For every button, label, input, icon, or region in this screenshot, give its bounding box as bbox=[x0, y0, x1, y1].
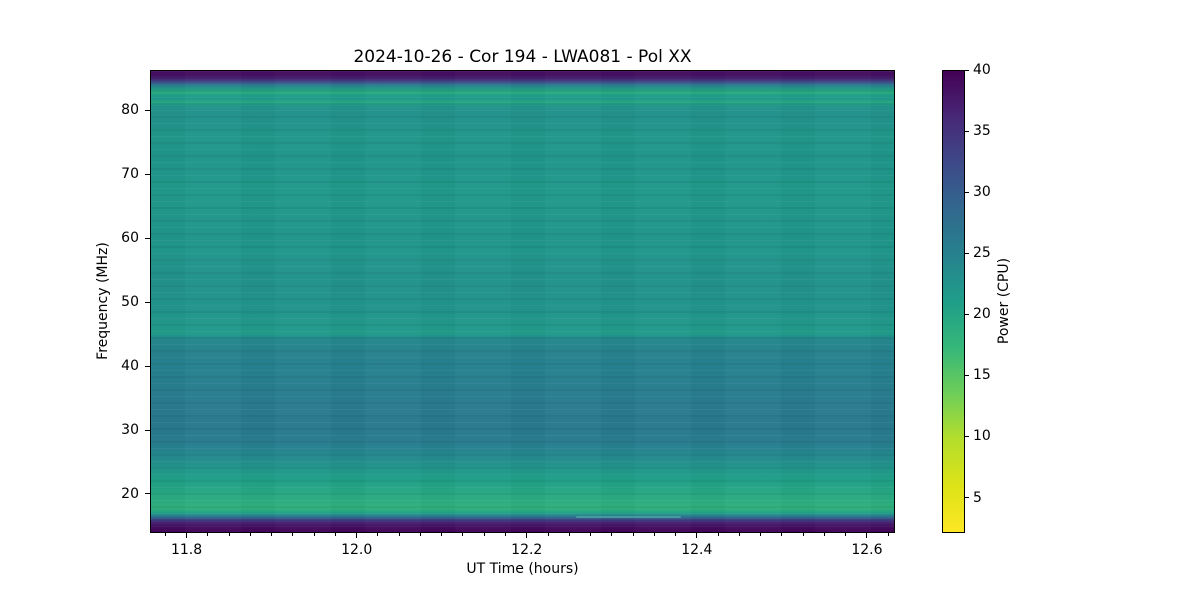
x-minor-tick bbox=[249, 533, 251, 536]
x-tick-label: 12.0 bbox=[341, 542, 373, 558]
colorbar-tick bbox=[965, 69, 969, 71]
x-minor-tick bbox=[334, 533, 336, 536]
colorbar-tick-label: 40 bbox=[973, 62, 991, 78]
y-tick-label: 20 bbox=[121, 485, 139, 502]
x-minor-tick bbox=[760, 533, 762, 536]
x-minor-tick bbox=[547, 533, 549, 536]
x-major-tick bbox=[186, 533, 188, 538]
colorbar-tick-label: 20 bbox=[973, 306, 991, 323]
y-tick-label: 50 bbox=[121, 294, 139, 311]
x-minor-tick bbox=[675, 533, 677, 536]
x-minor-tick bbox=[504, 533, 506, 536]
x-tick-label: 12.2 bbox=[511, 542, 543, 558]
x-minor-tick bbox=[377, 533, 379, 536]
x-minor-tick bbox=[717, 533, 719, 536]
x-minor-tick bbox=[568, 533, 570, 536]
x-minor-tick bbox=[632, 533, 634, 536]
colorbar-tick-label: 10 bbox=[973, 428, 991, 445]
x-minor-tick bbox=[887, 533, 889, 536]
x-tick-label: 12.4 bbox=[681, 542, 713, 558]
colorbar-tick-label: 30 bbox=[973, 184, 991, 201]
y-tick bbox=[145, 109, 150, 111]
colorbar-label: Power (CPU) bbox=[996, 257, 1012, 345]
y-tick-label: 60 bbox=[121, 230, 139, 247]
x-major-tick bbox=[866, 533, 868, 538]
colorbar-tick-label: 35 bbox=[973, 123, 991, 140]
colorbar-tick bbox=[965, 313, 969, 315]
x-minor-tick bbox=[781, 533, 783, 536]
x-axis-label: UT Time (hours) bbox=[466, 561, 579, 577]
y-tick-label: 70 bbox=[121, 166, 139, 183]
y-axis-label: Frequency (MHz) bbox=[95, 242, 111, 360]
colorbar-tick bbox=[965, 252, 969, 254]
x-minor-tick bbox=[164, 533, 166, 536]
x-minor-tick bbox=[441, 533, 443, 536]
y-tick-label: 80 bbox=[121, 102, 139, 119]
y-tick bbox=[145, 493, 150, 495]
x-minor-tick bbox=[590, 533, 592, 536]
y-tick bbox=[145, 365, 150, 367]
x-major-tick bbox=[356, 533, 358, 538]
x-minor-tick bbox=[845, 533, 847, 536]
x-minor-tick bbox=[398, 533, 400, 536]
x-tick-label: 12.6 bbox=[851, 542, 883, 558]
y-tick bbox=[145, 301, 150, 303]
x-tick-label: 11.8 bbox=[170, 542, 203, 558]
colorbar-tick bbox=[965, 435, 969, 437]
colorbar-tick bbox=[965, 497, 969, 499]
colorbar-tick bbox=[965, 191, 969, 193]
x-minor-tick bbox=[292, 533, 294, 536]
x-minor-tick bbox=[462, 533, 464, 536]
x-minor-tick bbox=[228, 533, 230, 536]
plot-title: 2024-10-26 - Cor 194 - LWA081 - Pol XX bbox=[353, 47, 692, 67]
heatmap-banding-texture bbox=[151, 71, 894, 532]
colorbar-tick-label: 25 bbox=[973, 245, 991, 262]
y-tick-label: 30 bbox=[121, 422, 139, 439]
colorbar bbox=[942, 70, 965, 533]
x-minor-tick bbox=[738, 533, 740, 536]
colorbar-tick bbox=[965, 374, 969, 376]
y-tick bbox=[145, 429, 150, 431]
rfi-line bbox=[576, 516, 681, 519]
x-minor-tick bbox=[313, 533, 315, 536]
y-tick bbox=[145, 173, 150, 175]
y-tick-label: 40 bbox=[121, 358, 139, 375]
x-minor-tick bbox=[271, 533, 273, 536]
spectrogram-heatmap bbox=[151, 71, 894, 532]
colorbar-tick-label: 5 bbox=[973, 489, 982, 506]
x-major-tick bbox=[696, 533, 698, 538]
colorbar-tick-label: 15 bbox=[973, 367, 991, 384]
y-tick bbox=[145, 237, 150, 239]
colorbar-tick bbox=[965, 130, 969, 132]
x-minor-tick bbox=[483, 533, 485, 536]
x-major-tick bbox=[526, 533, 528, 538]
x-minor-tick bbox=[611, 533, 613, 536]
x-minor-tick bbox=[207, 533, 209, 536]
x-minor-tick bbox=[419, 533, 421, 536]
x-minor-tick bbox=[802, 533, 804, 536]
x-minor-tick bbox=[823, 533, 825, 536]
x-minor-tick bbox=[653, 533, 655, 536]
spectrogram-axes bbox=[150, 70, 895, 533]
